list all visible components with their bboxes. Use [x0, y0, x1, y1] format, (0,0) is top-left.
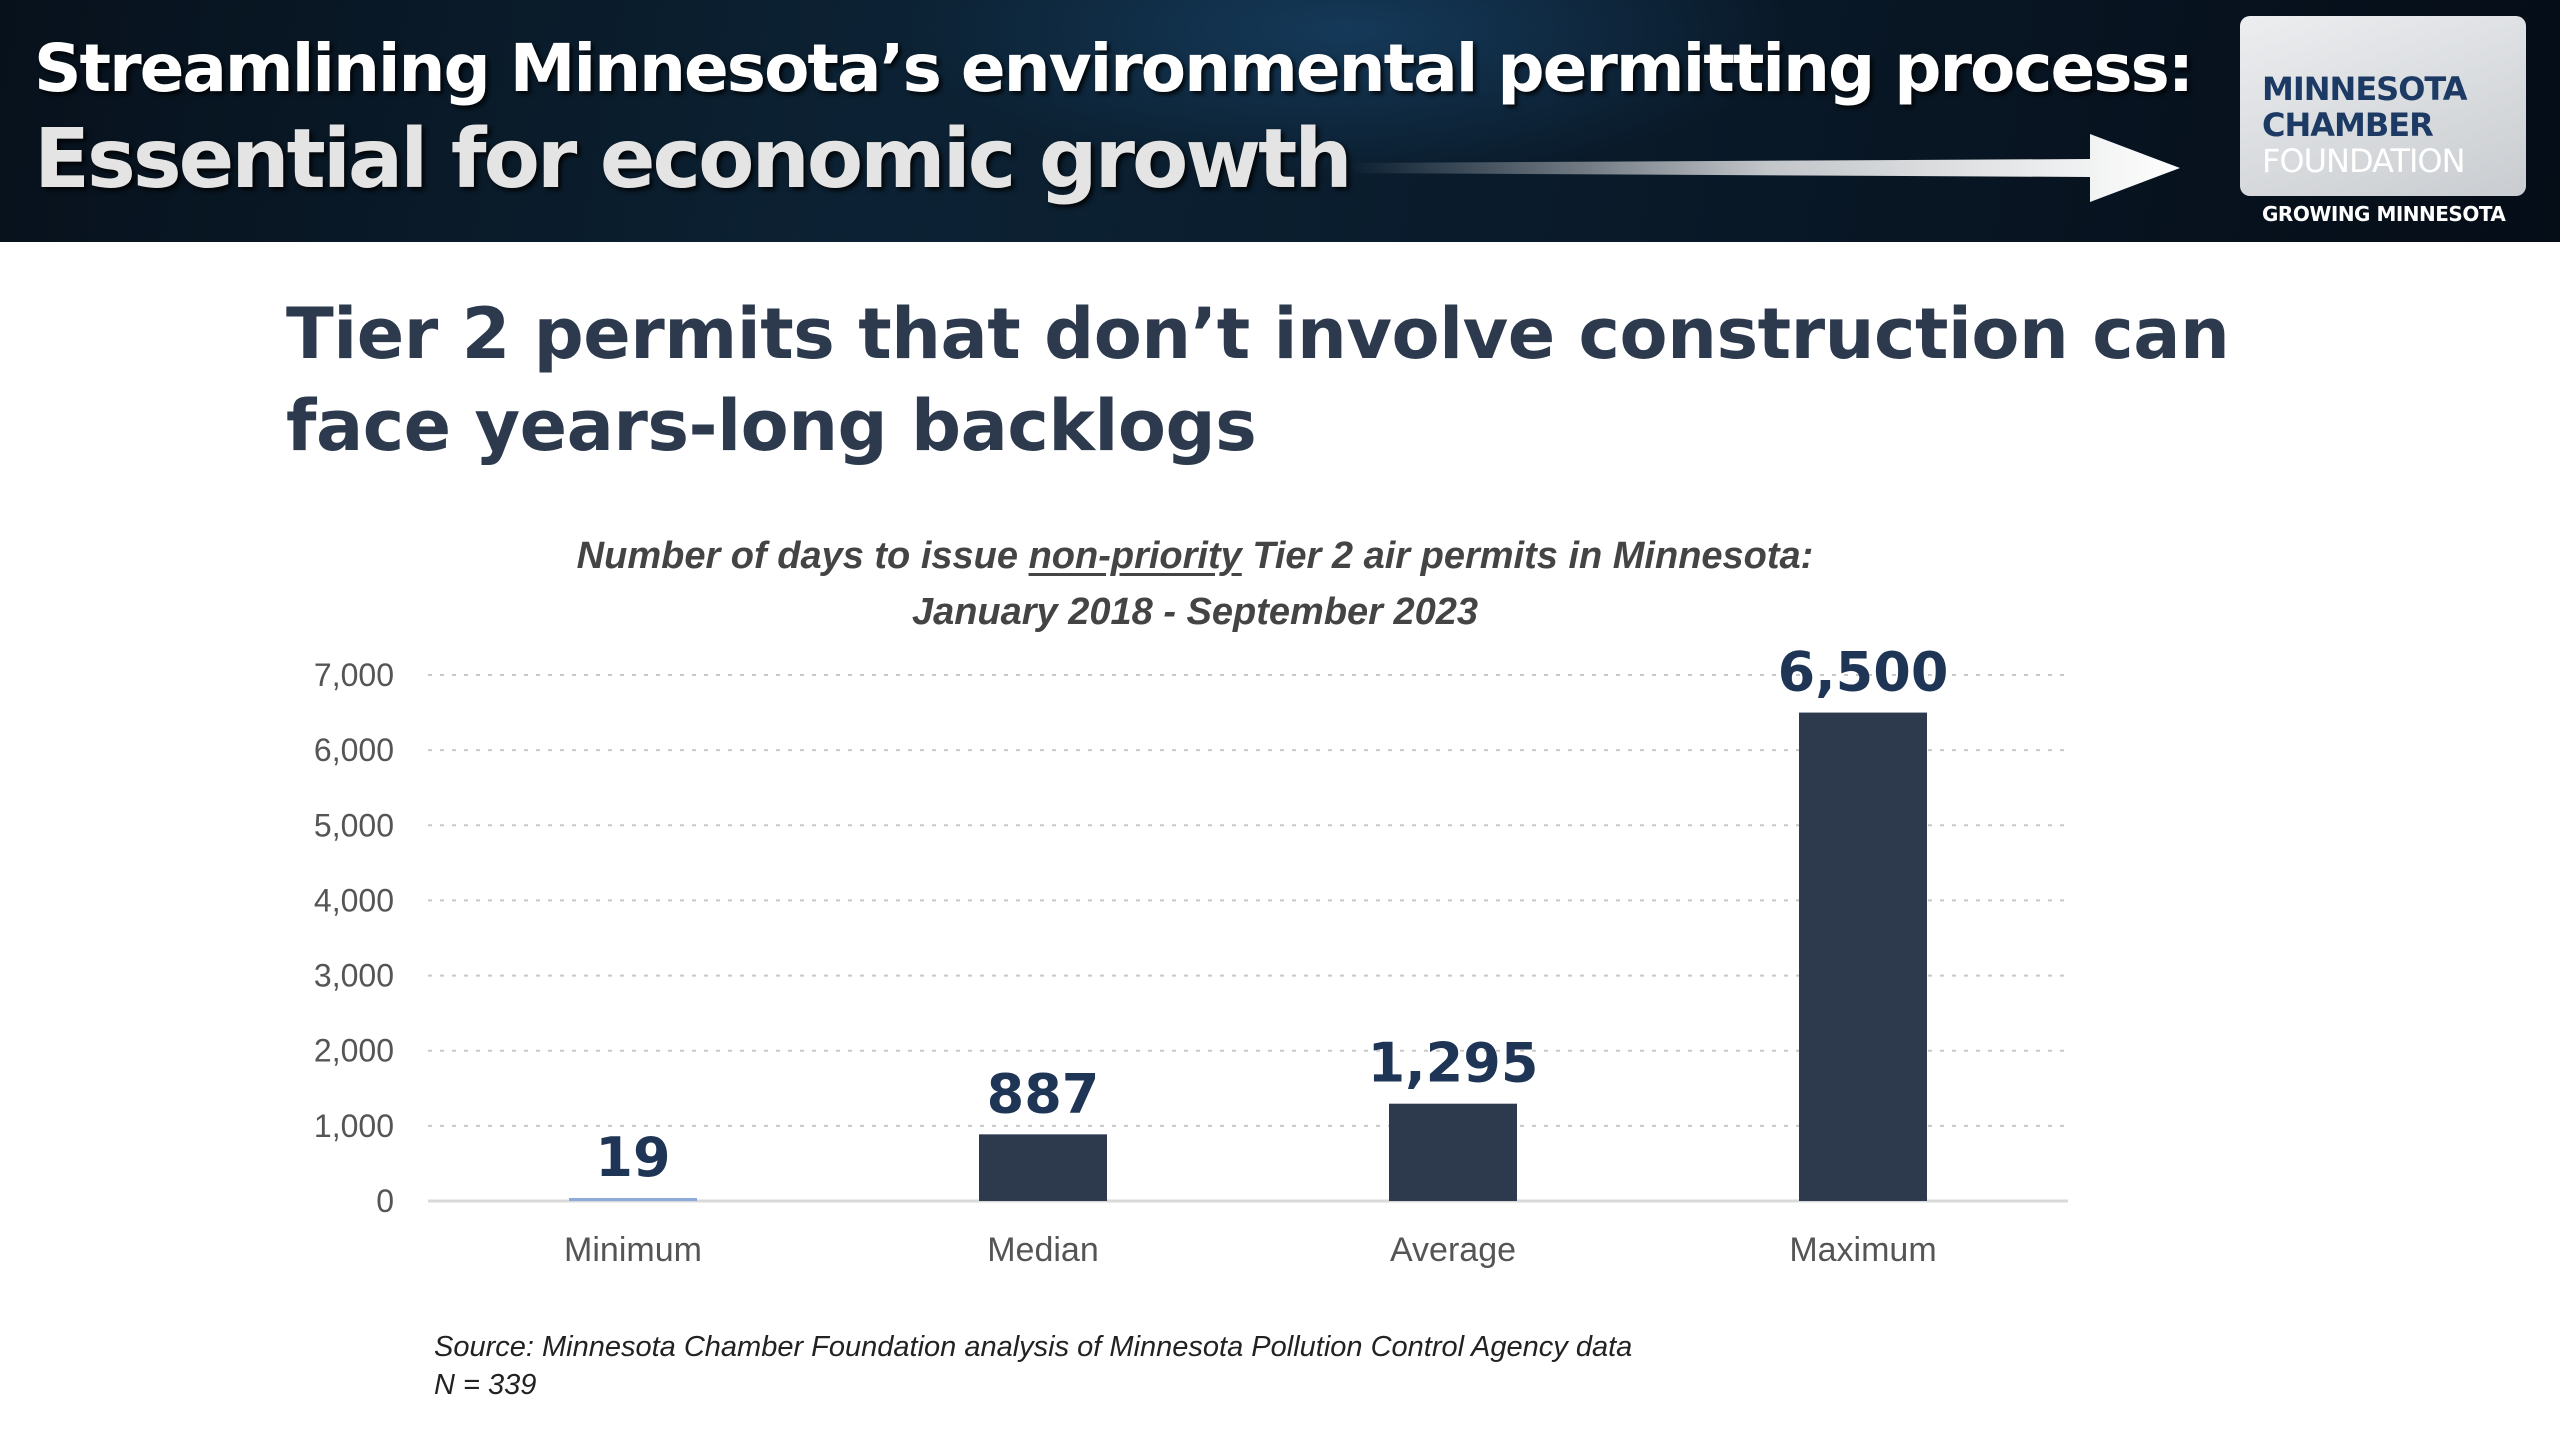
y-tick-label: 3,000	[314, 958, 394, 994]
x-category-label: Minimum	[564, 1231, 702, 1269]
chart-title-line: Number of days to issue non-priority Tie…	[380, 528, 2010, 584]
bar-maximum	[1799, 712, 1927, 1201]
sample-size: N = 339	[434, 1369, 537, 1401]
banner-title: Streamlining Minnesota’s environmental p…	[34, 30, 2194, 107]
y-tick-label: 4,000	[314, 882, 394, 918]
y-tick-label: 6,000	[314, 732, 394, 768]
chart-title-part1: Number of days to issue	[576, 535, 1029, 577]
logo-text-line3: FOUNDATION	[2262, 142, 2466, 180]
y-tick-label: 2,000	[314, 1033, 394, 1069]
y-tick-label: 7,000	[314, 657, 394, 693]
y-tick-label: 1,000	[314, 1108, 394, 1144]
chart-title-part2: Tier 2 air permits in Minnesota:	[1241, 535, 1814, 577]
x-category-label: Average	[1390, 1231, 1516, 1269]
x-category-label: Median	[987, 1231, 1099, 1269]
bar-minimum	[569, 1198, 697, 1201]
data-label: 887	[987, 1062, 1100, 1125]
arrow-right-icon	[1350, 134, 2180, 202]
bar-median	[979, 1134, 1107, 1201]
data-label: 19	[595, 1126, 670, 1189]
banner-subtitle: Essential for economic growth	[34, 112, 1353, 207]
chart-title: Number of days to issue non-priority Tie…	[380, 528, 2010, 640]
y-tick-label: 0	[376, 1183, 394, 1219]
slide-heading-line2: face years-long backlogs	[286, 385, 1257, 467]
bar-average	[1389, 1103, 1517, 1201]
minnesota-chamber-logo: MINNESOTA CHAMBER FOUNDATION	[2240, 16, 2526, 196]
header-banner: Streamlining Minnesota’s environmental p…	[0, 0, 2560, 242]
chart-subtitle: January 2018 - September 2023	[911, 591, 1479, 633]
banner-glow	[900, 0, 1800, 180]
chart-title-underlined: non-priority	[1028, 535, 1242, 577]
logo-text-line2: CHAMBER	[2262, 106, 2434, 144]
x-category-label: Maximum	[1789, 1231, 1936, 1269]
y-tick-label: 5,000	[314, 807, 394, 843]
slide-heading: Tier 2 permits that don’t involve constr…	[286, 288, 2386, 472]
source-note: Source: Minnesota Chamber Foundation ana…	[434, 1328, 1632, 1404]
data-label: 1,295	[1368, 1032, 1539, 1095]
slide-heading-line1: Tier 2 permits that don’t involve constr…	[286, 293, 2230, 375]
data-label: 6,500	[1778, 641, 1949, 704]
logo-tagline: GROWING MINNESOTA	[2262, 202, 2506, 226]
source-line: Source: Minnesota Chamber Foundation ana…	[434, 1331, 1633, 1363]
logo-text-line1: MINNESOTA	[2262, 70, 2468, 108]
